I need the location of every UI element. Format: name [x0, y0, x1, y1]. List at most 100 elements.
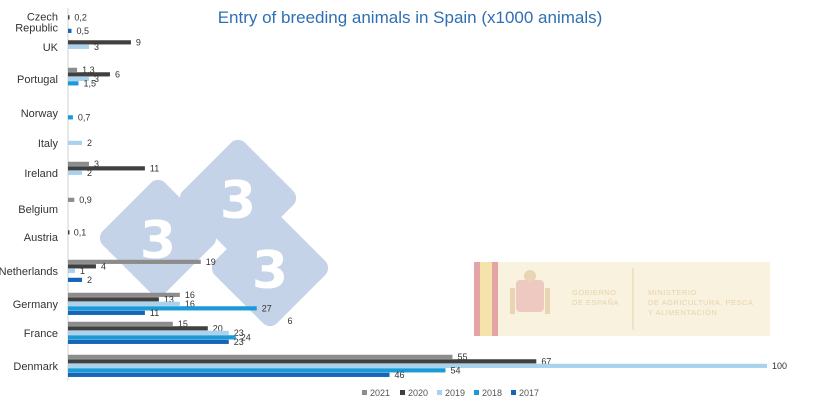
data-label-portugal-2019: 3: [94, 74, 99, 84]
bar-france-2019: [68, 330, 229, 335]
data-label-uk-2020: 9: [136, 38, 141, 48]
logo-alimentacion: Y ALIMENTACIÓN: [648, 308, 717, 317]
data-label-norway-2018: 0,7: [78, 113, 91, 123]
bar-germany-2021: [68, 292, 180, 297]
data-label-france-2018: 24: [241, 333, 251, 343]
legend: 2021 2020 2019 2018 2017: [362, 388, 539, 398]
category-label-uk: UK: [43, 42, 59, 54]
legend-swatch-2017: [511, 390, 516, 395]
bar-france-2017: [68, 339, 229, 344]
data-label-denmark-2020: 67: [541, 357, 551, 367]
bar-uk-2019: [68, 44, 89, 49]
bar-italy-2019: [68, 140, 82, 145]
data-label-france-2019: 23: [234, 328, 244, 338]
category-label-netherlands: Netherlands: [0, 266, 58, 278]
bar-portugal-2019: [68, 76, 89, 81]
logo-flag-band: [474, 262, 498, 336]
chart-title: Entry of breeding animals in Spain (x100…: [217, 8, 603, 27]
logo-gobierno: GOBIERNO: [572, 288, 616, 297]
bar-denmark-2017: [68, 372, 390, 377]
legend-label-2018: 2018: [482, 388, 502, 398]
bar-germany-2017: [68, 310, 145, 315]
data-label-austria-2020: 0,1: [74, 228, 87, 238]
bar-denmark-2019: [68, 363, 767, 368]
bar-czech-republic-2020: [68, 15, 70, 20]
category-label-norway: Norway: [21, 108, 59, 120]
data-label-denmark-2017: 46: [395, 370, 405, 380]
bar-netherlands-2019: [68, 268, 75, 273]
bar-uk-2020: [68, 40, 131, 45]
government-logo: GOBIERNO DE ESPAÑA MINISTERIO DE AGRICUL…: [474, 262, 770, 336]
logo-flag-inner: [480, 262, 492, 336]
legend-swatch-2018: [474, 390, 479, 395]
bar-portugal-2020: [68, 72, 110, 77]
bar-denmark-2018: [68, 368, 446, 373]
logo-agricultura: DE AGRICULTURA, PESCA: [648, 298, 753, 307]
watermark-digit-2: 3: [220, 171, 256, 231]
data-label-netherlands-2020: 4: [101, 262, 106, 272]
data-label-italy-2019: 2: [87, 138, 92, 148]
bar-czech-republic-2017: [68, 28, 72, 33]
legend-swatch-2019: [437, 390, 442, 395]
bar-ireland-2021: [68, 161, 89, 166]
category-label-ireland: Ireland: [24, 168, 58, 180]
data-label-denmark-2018: 54: [450, 366, 460, 376]
bar-belgium-2021: [68, 197, 75, 202]
legend-swatch-2020: [400, 390, 405, 395]
bar-denmark-2021: [68, 354, 453, 359]
category-label-austria: Austria: [24, 232, 59, 244]
data-label-germany-2021: 16: [185, 290, 195, 300]
watermark-digit-3: 3: [252, 241, 288, 301]
category-label-belgium: Belgium: [18, 204, 58, 216]
watermark-diamond-right: [211, 209, 329, 327]
legend-label-2019: 2019: [445, 388, 465, 398]
bar-germany-2020: [68, 297, 159, 302]
data-label-uk-2019: 3: [94, 42, 99, 52]
watermark-diamond-top: [179, 139, 297, 257]
data-label-france-2021: 15: [178, 319, 188, 329]
data-label-denmark-2021: 55: [457, 352, 467, 362]
data-label-czech-republic-2017: 0,5: [76, 26, 89, 36]
bar-portugal-2018: [68, 81, 79, 86]
logo-ministerio: MINISTERIO: [648, 288, 697, 297]
data-label-netherlands-2019: 1: [80, 266, 85, 276]
category-label-germany: Germany: [13, 299, 59, 311]
data-label-france-2020: 20: [213, 324, 223, 334]
logo-background: [498, 262, 770, 336]
bar-netherlands-2020: [68, 264, 96, 269]
category-label-czech-republic-line-2: Republic: [15, 23, 58, 35]
bar-denmark-2020: [68, 359, 537, 364]
logo-de-espana: DE ESPAÑA: [572, 298, 619, 307]
legend-swatch-2021: [362, 390, 367, 395]
data-label-france-2017: 23: [234, 337, 244, 347]
stray-data-label: 6: [287, 316, 292, 326]
data-label-portugal-2021: 1,3: [82, 65, 95, 75]
data-label-portugal-2020: 6: [115, 70, 120, 80]
bar-netherlands-2021: [68, 259, 201, 264]
category-label-czech-republic-line-1: Czech: [27, 12, 58, 24]
bar-france-2020: [68, 326, 208, 331]
coat-of-arms-icon: [510, 270, 550, 314]
data-label-netherlands-2017: 2: [87, 275, 92, 285]
bar-france-2018: [68, 335, 236, 340]
bar-norway-2018: [68, 115, 73, 120]
data-label-ireland-2021: 3: [94, 159, 99, 169]
category-label-denmark: Denmark: [13, 361, 58, 373]
category-label-portugal: Portugal: [17, 74, 58, 86]
category-label-italy: Italy: [38, 138, 59, 150]
bar-netherlands-2017: [68, 277, 82, 282]
bar-germany-2018: [68, 306, 257, 311]
data-label-ireland-2019: 2: [87, 168, 92, 178]
bar-ireland-2020: [68, 166, 145, 171]
data-label-ireland-2020: 11: [150, 164, 159, 174]
data-label-germany-2020: 13: [164, 295, 174, 305]
data-label-germany-2018: 27: [262, 304, 272, 314]
bar-portugal-2021: [68, 67, 78, 72]
category-label-france: France: [24, 328, 58, 340]
bar-france-2021: [68, 321, 173, 326]
data-label-portugal-2018: 1,5: [83, 79, 96, 89]
data-label-germany-2017: 11: [150, 308, 159, 318]
legend-label-2017: 2017: [519, 388, 539, 398]
watermark-diamond-left: [99, 179, 217, 297]
